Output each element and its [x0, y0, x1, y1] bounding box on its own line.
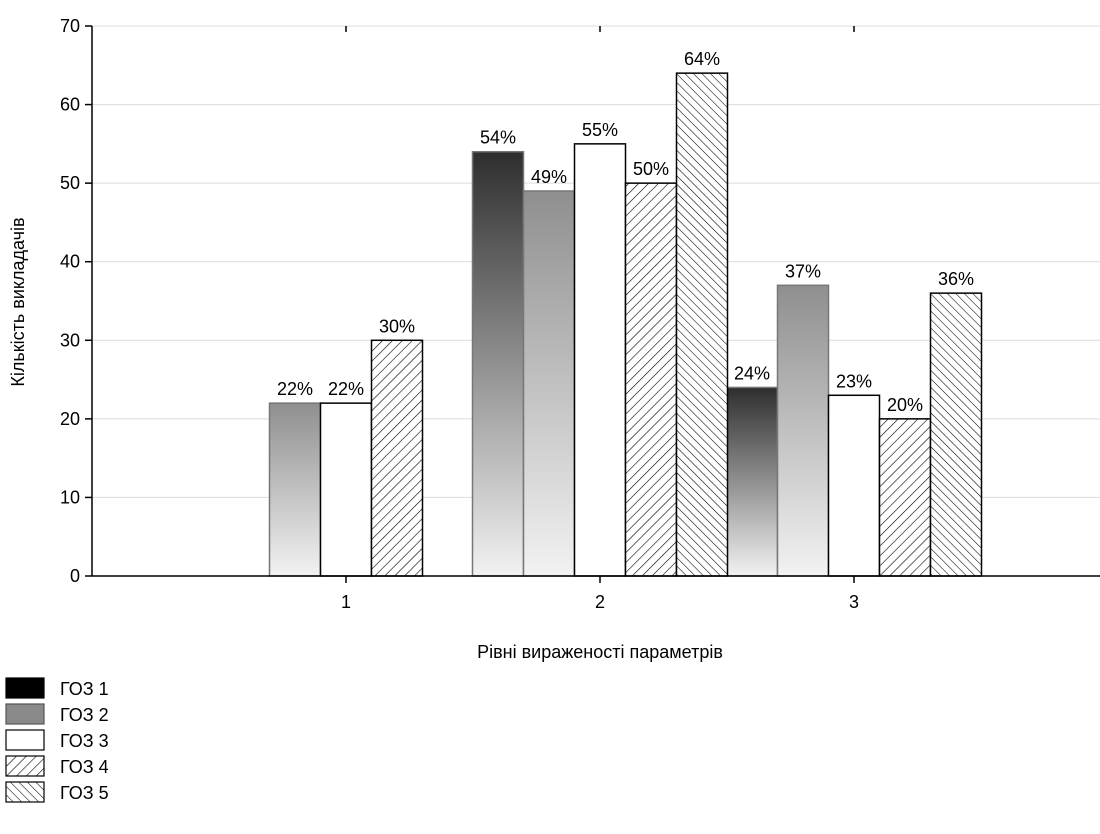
x-tick-label: 2	[595, 592, 605, 612]
x-tick-label: 1	[341, 592, 351, 612]
axes: 0 10 20 30 40 50 60 70 1 2 3	[60, 16, 1100, 612]
bar	[675, 72, 729, 577]
data-label: 22%	[277, 379, 313, 399]
bar	[929, 292, 983, 577]
y-tick-label: 70	[60, 16, 80, 36]
bar	[268, 402, 322, 577]
bar	[827, 394, 881, 577]
data-label: 22%	[328, 379, 364, 399]
legend-label: ГОЗ 4	[60, 757, 109, 777]
bars	[268, 72, 983, 577]
y-tick-label: 50	[60, 173, 80, 193]
bar	[573, 143, 627, 577]
bar	[624, 182, 678, 577]
x-axis-title: Рівні вираженості параметрів	[477, 642, 723, 662]
legend-swatch	[5, 729, 45, 751]
bar	[471, 150, 525, 577]
data-label: 30%	[379, 316, 415, 336]
legend-label: ГОЗ 2	[60, 705, 109, 725]
y-tick-label: 60	[60, 95, 80, 115]
y-tick-label: 10	[60, 487, 80, 507]
y-axis-title: Кількість викладачів	[8, 217, 28, 386]
data-label: 23%	[836, 371, 872, 391]
data-label: 49%	[531, 167, 567, 187]
data-label: 55%	[582, 120, 618, 140]
y-tick-label: 40	[60, 252, 80, 272]
y-tick-label: 0	[70, 566, 80, 586]
bar	[725, 386, 779, 577]
bar	[878, 418, 932, 577]
y-tick-label: 20	[60, 409, 80, 429]
data-label: 24%	[734, 363, 770, 383]
y-tick-label: 30	[60, 330, 80, 350]
data-label: 37%	[785, 261, 821, 281]
x-tick-label: 3	[849, 592, 859, 612]
legend-label: ГОЗ 5	[60, 783, 109, 803]
data-label: 64%	[684, 49, 720, 69]
legend-swatch	[5, 781, 45, 803]
legend-swatch	[5, 703, 45, 725]
bar	[319, 402, 373, 577]
data-label: 20%	[887, 395, 923, 415]
legend-label: ГОЗ 3	[60, 731, 109, 751]
data-label: 36%	[938, 269, 974, 289]
legend-swatch	[5, 755, 45, 777]
bar	[370, 339, 424, 577]
bar	[522, 190, 576, 577]
legend-label: ГОЗ 1	[60, 679, 109, 699]
data-labels: 54% 24% 22% 49% 37% 22% 55% 23% 30% 50% 20% 64% 36%	[277, 49, 974, 415]
data-label: 54%	[480, 128, 516, 148]
bar	[776, 284, 830, 577]
legend: ГОЗ 1 ГОЗ 2 ГОЗ 3 ГОЗ 4 ГОЗ 5	[5, 677, 109, 803]
data-label: 50%	[633, 159, 669, 179]
legend-swatch	[5, 677, 45, 699]
